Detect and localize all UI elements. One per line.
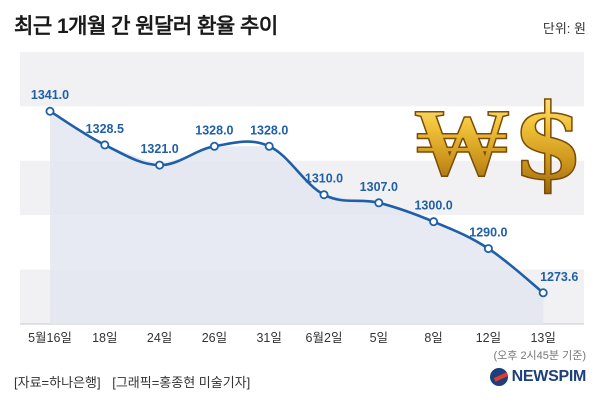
x-tick-label-9: 12일 — [476, 331, 501, 345]
x-tick-label-1: 5월16일 — [28, 331, 72, 345]
x-tick-label-5: 31일 — [256, 331, 281, 345]
source-label: [자료=하나은행] — [14, 375, 101, 390]
data-point-2 — [100, 140, 110, 150]
data-label-5: 1328.0 — [250, 123, 288, 137]
dollar-symbol-icon: $ — [512, 80, 584, 203]
x-tick-label-10: 13일 — [530, 331, 555, 345]
data-point-4 — [209, 141, 219, 151]
area-shape — [50, 111, 544, 324]
data-label-8: 1300.0 — [414, 199, 452, 213]
credit-label: [그래픽=홍종현 미술기자] — [112, 375, 251, 390]
data-point-1 — [45, 106, 55, 116]
data-label-1: 1341.0 — [31, 88, 69, 102]
unit-label: 단위: 원 — [542, 21, 586, 36]
logo-text: NEWSPIM — [511, 368, 587, 385]
x-tick-label-6: 6월2일 — [306, 331, 343, 345]
logo-icon — [489, 368, 508, 386]
data-point-5 — [264, 141, 274, 151]
data-point-8 — [429, 217, 439, 227]
x-tick-label-8: 8일 — [424, 331, 442, 345]
x-axis-ticks: 5월16일 18일 24일 26일 31일 6월2일 5일 8일 12일 13일 — [28, 331, 556, 345]
data-label-2: 1328.5 — [86, 122, 124, 136]
data-label-4: 1328.0 — [195, 123, 233, 137]
area-fill — [50, 111, 544, 324]
data-point-6 — [319, 190, 329, 200]
x-tick-label-3: 24일 — [147, 331, 172, 345]
data-point-10 — [538, 288, 548, 298]
data-point-3 — [155, 160, 165, 170]
data-label-10: 1273.6 — [540, 270, 578, 284]
x-tick-label-2: 18일 — [92, 331, 117, 345]
x-tick-label-4: 26일 — [202, 331, 227, 345]
data-point-7 — [374, 198, 384, 208]
data-label-3: 1321.0 — [140, 142, 178, 156]
data-point-9 — [483, 244, 493, 254]
as-of-note: (오후 2시45분 기준) — [493, 350, 586, 362]
currency-symbols: ₩ $ — [413, 79, 585, 204]
data-label-7: 1307.0 — [360, 180, 398, 194]
series-line — [49, 110, 545, 294]
x-tick-label-7: 5일 — [370, 331, 388, 345]
chart-title: 최근 1개월 간 원달러 환율 추이 — [14, 15, 278, 38]
data-labels: 1341.0 1328.5 1321.0 1328.0 1328.0 1310.0 1307… — [31, 88, 578, 284]
background-band — [20, 52, 584, 107]
data-points — [45, 106, 548, 298]
data-label-6: 1310.0 — [305, 172, 343, 186]
footer-credits: [자료=하나은행] [그래픽=홍종현 미술기자] — [14, 372, 258, 391]
newspim-logo: NEWSPIM — [489, 368, 587, 386]
series-line-path — [49, 110, 545, 294]
won-symbol-icon: ₩ — [414, 85, 510, 198]
data-label-9: 1290.0 — [469, 226, 507, 240]
